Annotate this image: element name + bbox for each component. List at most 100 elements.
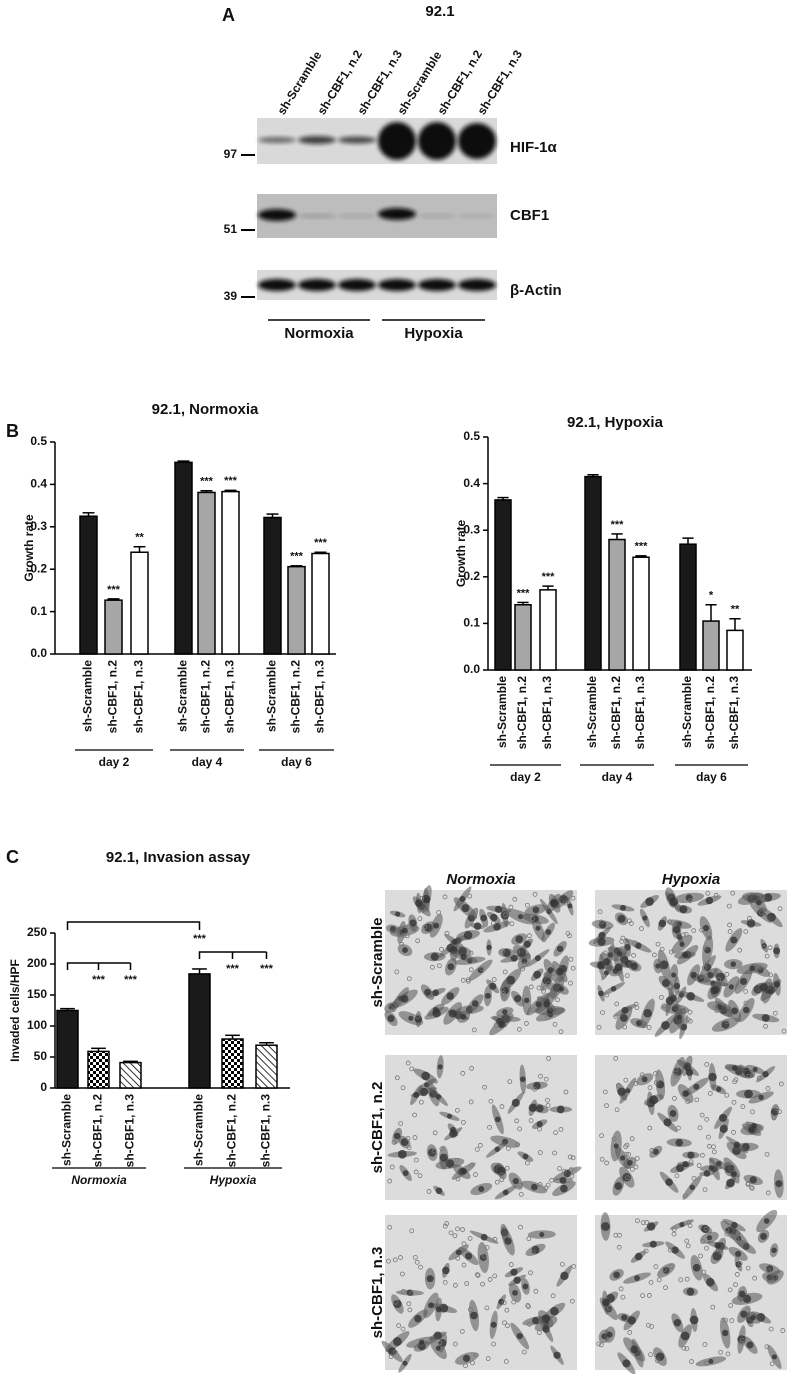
nucleus: [393, 1132, 401, 1140]
nucleus: [522, 1283, 529, 1290]
pore: [765, 1190, 771, 1196]
nucleus: [556, 945, 564, 952]
pore: [532, 1086, 537, 1092]
pore: [710, 968, 716, 974]
nucleus: [435, 1345, 441, 1351]
pore: [463, 1363, 468, 1369]
pore: [724, 1227, 730, 1233]
nucleus: [665, 996, 675, 1005]
pore: [517, 1126, 523, 1132]
pore: [733, 1282, 738, 1288]
pore: [597, 909, 603, 915]
pore: [551, 971, 557, 977]
nucleus: [553, 1351, 561, 1359]
nucleus: [402, 947, 408, 954]
pore: [645, 1322, 651, 1328]
pore: [704, 1062, 710, 1067]
nucleus: [712, 1251, 722, 1261]
nucleus: [617, 1087, 626, 1096]
nucleus: [442, 1266, 450, 1275]
pore: [392, 1349, 398, 1355]
marker-label: 39: [224, 289, 238, 303]
nucleus: [642, 915, 648, 921]
pore: [470, 1360, 475, 1366]
nucleus: [511, 1098, 520, 1107]
blot-label: HIF-1α: [510, 139, 558, 156]
nucleus: [460, 1013, 467, 1020]
pore: [672, 1095, 677, 1101]
nucleus: [634, 1252, 643, 1261]
pore: [671, 1231, 677, 1237]
pore: [743, 989, 749, 994]
pore: [706, 931, 711, 937]
pore: [455, 1255, 461, 1261]
nucleus: [550, 1306, 559, 1316]
nucleus: [415, 899, 423, 907]
bar: [130, 551, 149, 655]
pore: [764, 953, 770, 959]
pore: [414, 1259, 420, 1265]
pore: [444, 930, 450, 936]
pore: [668, 949, 674, 955]
pore: [412, 1112, 417, 1118]
pore: [406, 923, 412, 929]
pore: [549, 1177, 555, 1183]
nucleus: [728, 984, 734, 990]
pore: [515, 1142, 520, 1147]
pore: [515, 949, 521, 954]
pore: [465, 978, 471, 984]
pore: [422, 924, 428, 930]
nucleus: [682, 1161, 689, 1168]
pore: [558, 1029, 564, 1035]
pore: [684, 1346, 690, 1352]
nucleus: [601, 1222, 610, 1231]
pore: [473, 1172, 478, 1177]
nucleus: [470, 1311, 478, 1320]
nucleus: [771, 1108, 779, 1116]
pore: [555, 997, 560, 1003]
pore: [460, 977, 466, 983]
nucleus: [760, 1232, 767, 1240]
pore: [511, 1299, 517, 1305]
pore: [491, 1341, 496, 1347]
nucleus: [513, 995, 522, 1003]
column-label: Hypoxia: [662, 871, 720, 888]
pore: [680, 932, 686, 938]
pore: [386, 1258, 391, 1264]
significance: ***: [260, 963, 274, 975]
bar-label: sh-Scramble: [81, 660, 95, 732]
marker-label: 51: [224, 222, 238, 236]
nucleus: [721, 1020, 730, 1029]
nucleus: [655, 963, 661, 969]
pore: [731, 1129, 736, 1135]
pore: [772, 1010, 778, 1016]
nucleus: [493, 922, 501, 931]
pore: [745, 1181, 751, 1187]
y-tick-label: 0.4: [30, 477, 47, 491]
nucleus: [704, 946, 711, 954]
nucleus: [627, 1316, 636, 1325]
pore: [648, 1280, 654, 1285]
nucleus: [665, 1178, 673, 1187]
pore: [409, 1228, 415, 1234]
y-tick-label: 200: [27, 956, 47, 970]
nucleus: [545, 929, 552, 935]
pore: [544, 1015, 550, 1021]
pore: [602, 950, 608, 956]
pore: [639, 1072, 645, 1078]
y-tick-label: 0.3: [30, 519, 47, 533]
significance: ***: [635, 541, 649, 553]
pore: [674, 1173, 680, 1179]
pore: [407, 1307, 413, 1313]
column-label: Normoxia: [446, 871, 515, 888]
pore: [633, 1001, 639, 1007]
nucleus: [536, 1121, 543, 1128]
pore: [723, 1076, 729, 1081]
significance: ***: [124, 974, 138, 986]
nucleus: [689, 1315, 699, 1325]
pore: [732, 1079, 738, 1085]
pore: [396, 1323, 401, 1329]
pore: [701, 965, 707, 971]
chart-title: 92.1, Hypoxia: [567, 414, 664, 431]
